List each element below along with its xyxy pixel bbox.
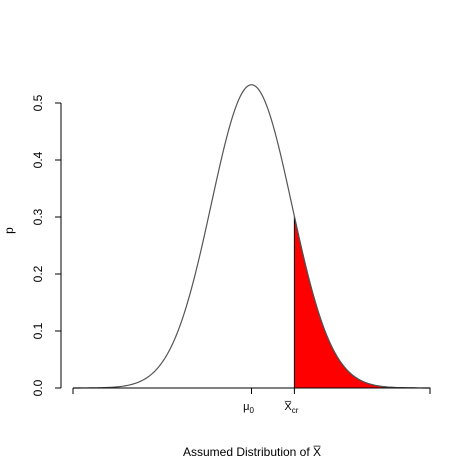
y-tick-label: 0.1 xyxy=(31,322,45,339)
x-axis-ticks: μ0 X̅cr xyxy=(72,388,431,415)
density-curve xyxy=(73,84,430,389)
y-tick-label: 0.4 xyxy=(31,151,45,168)
x-axis-label: Assumed Distribution of X̅ xyxy=(183,445,321,459)
y-tick-label: 0.3 xyxy=(31,208,45,225)
y-tick-label: 0.2 xyxy=(31,265,45,282)
y-axis-label: p xyxy=(2,227,16,234)
y-tick-label: 0.0 xyxy=(31,379,45,396)
x-tick-label: μ0 xyxy=(243,401,254,415)
y-axis-ticks: 0.0 0.1 0.2 0.3 0.4 0.5 xyxy=(31,94,61,396)
x-tick-label: X̅cr xyxy=(284,401,299,415)
y-tick-label: 0.5 xyxy=(31,94,45,111)
rejection-region-area xyxy=(293,216,431,389)
